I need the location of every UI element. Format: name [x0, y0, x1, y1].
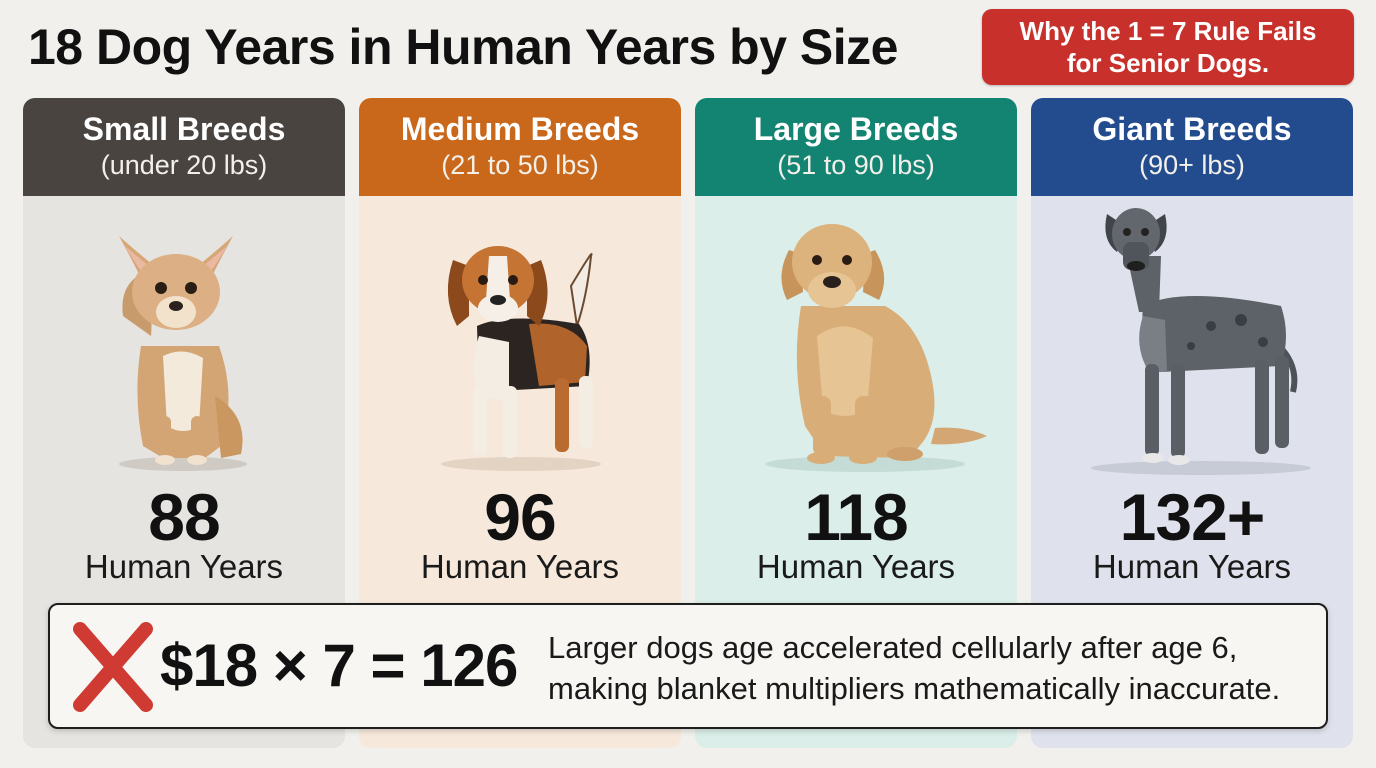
great-dane-illustration [1091, 208, 1311, 475]
chihuahua-illustration [119, 236, 247, 471]
callout-line-1: Why the 1 = 7 Rule Fails [1019, 16, 1317, 46]
red-x-icon [73, 622, 153, 712]
explanation-line-1: Larger dogs age accelerated cellularly a… [548, 630, 1238, 665]
breed-size-name: Medium Breeds [400, 111, 640, 147]
human-years-label: Human Years [1092, 548, 1292, 585]
breed-weight-range: (90+ lbs) [1139, 150, 1245, 180]
explanation-line-2: making blanket multipliers mathematicall… [548, 671, 1281, 706]
card-header: Small Breeds (under 20 lbs) [23, 98, 345, 196]
breed-size-name: Large Breeds [753, 111, 959, 147]
breed-weight-range: (under 20 lbs) [100, 150, 268, 180]
human-years-value: 88 [148, 480, 220, 554]
callout-line-2: for Senior Dogs. [1066, 48, 1270, 78]
breed-size-name: Giant Breeds [1092, 111, 1292, 147]
beagle-illustration [441, 246, 601, 471]
card-header: Giant Breeds (90+ lbs) [1031, 98, 1353, 196]
breed-weight-range: (51 to 90 lbs) [777, 150, 935, 180]
human-years-label: Human Years [84, 548, 284, 585]
human-years-value: 132+ [1119, 480, 1266, 554]
explanation-text: Larger dogs age accelerated cellularly a… [548, 627, 1280, 709]
page-title: 18 Dog Years in Human Years by Size [28, 19, 898, 75]
card-header: Large Breeds (51 to 90 lbs) [695, 98, 1017, 196]
human-years-value: 118 [804, 480, 908, 554]
labrador-illustration [765, 224, 987, 472]
human-years-label: Human Years [756, 548, 956, 585]
multiplier-fallacy-box: $18 × 7 = 126 Larger dogs age accelerate… [48, 603, 1328, 729]
card-header: Medium Breeds (21 to 50 lbs) [359, 98, 681, 196]
naive-equation: $18 × 7 = 126 [160, 632, 518, 699]
breed-size-name: Small Breeds [82, 111, 286, 147]
breed-weight-range: (21 to 50 lbs) [441, 150, 599, 180]
rule-fails-callout: Why the 1 = 7 Rule Fails for Senior Dogs… [982, 9, 1354, 85]
human-years-label: Human Years [420, 548, 620, 585]
human-years-value: 96 [484, 480, 556, 554]
